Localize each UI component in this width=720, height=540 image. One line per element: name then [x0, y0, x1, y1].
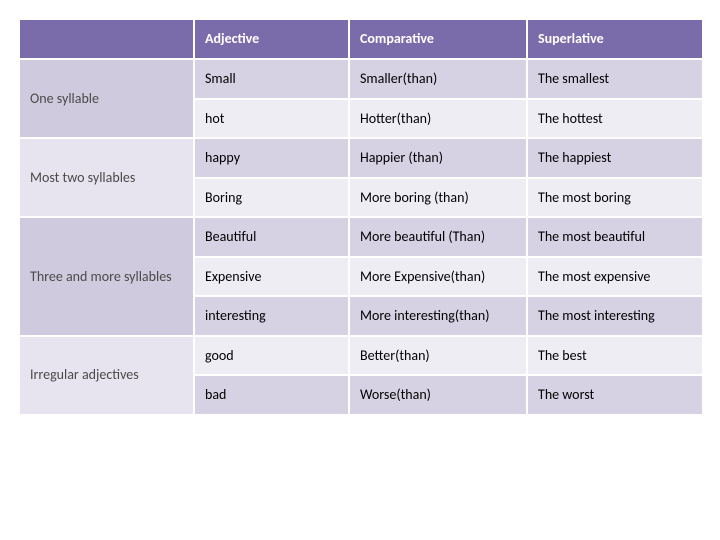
cell-adj: good — [194, 336, 349, 376]
category-one-syllable: One syllable — [19, 59, 194, 138]
table-row: Three and more syllables Beautiful More … — [19, 217, 703, 257]
cell-adj: interesting — [194, 296, 349, 336]
header-adjective: Adjective — [194, 19, 349, 59]
cell-adj: Expensive — [194, 257, 349, 297]
cell-adj: bad — [194, 375, 349, 415]
cell-adj: happy — [194, 138, 349, 178]
header-comparative: Comparative — [349, 19, 527, 59]
header-superlative: Superlative — [527, 19, 703, 59]
cell-sup: The happiest — [527, 138, 703, 178]
cell-sup: The best — [527, 336, 703, 376]
cell-sup: The most beautiful — [527, 217, 703, 257]
table-row: One syllable Small Smaller(than) The sma… — [19, 59, 703, 99]
adjective-comparison-table: Adjective Comparative Superlative One sy… — [18, 18, 704, 416]
cell-comp: Hotter(than) — [349, 99, 527, 139]
cell-sup: The smallest — [527, 59, 703, 99]
cell-sup: The most interesting — [527, 296, 703, 336]
category-three-syllables: Three and more syllables — [19, 217, 194, 336]
cell-comp: More interesting(than) — [349, 296, 527, 336]
table-row: Most two syllables happy Happier (than) … — [19, 138, 703, 178]
cell-comp: More boring (than) — [349, 178, 527, 218]
cell-comp: Better(than) — [349, 336, 527, 376]
cell-comp: Worse(than) — [349, 375, 527, 415]
header-blank — [19, 19, 194, 59]
cell-adj: Boring — [194, 178, 349, 218]
cell-adj: hot — [194, 99, 349, 139]
table-row: Irregular adjectives good Better(than) T… — [19, 336, 703, 376]
cell-comp: Happier (than) — [349, 138, 527, 178]
cell-sup: The worst — [527, 375, 703, 415]
cell-comp: More Expensive(than) — [349, 257, 527, 297]
category-two-syllables: Most two syllables — [19, 138, 194, 217]
header-row: Adjective Comparative Superlative — [19, 19, 703, 59]
category-irregular: Irregular adjectives — [19, 336, 194, 415]
cell-comp: Smaller(than) — [349, 59, 527, 99]
cell-sup: The most boring — [527, 178, 703, 218]
cell-sup: The most expensive — [527, 257, 703, 297]
cell-adj: Small — [194, 59, 349, 99]
cell-comp: More beautiful (Than) — [349, 217, 527, 257]
cell-sup: The hottest — [527, 99, 703, 139]
cell-adj: Beautiful — [194, 217, 349, 257]
